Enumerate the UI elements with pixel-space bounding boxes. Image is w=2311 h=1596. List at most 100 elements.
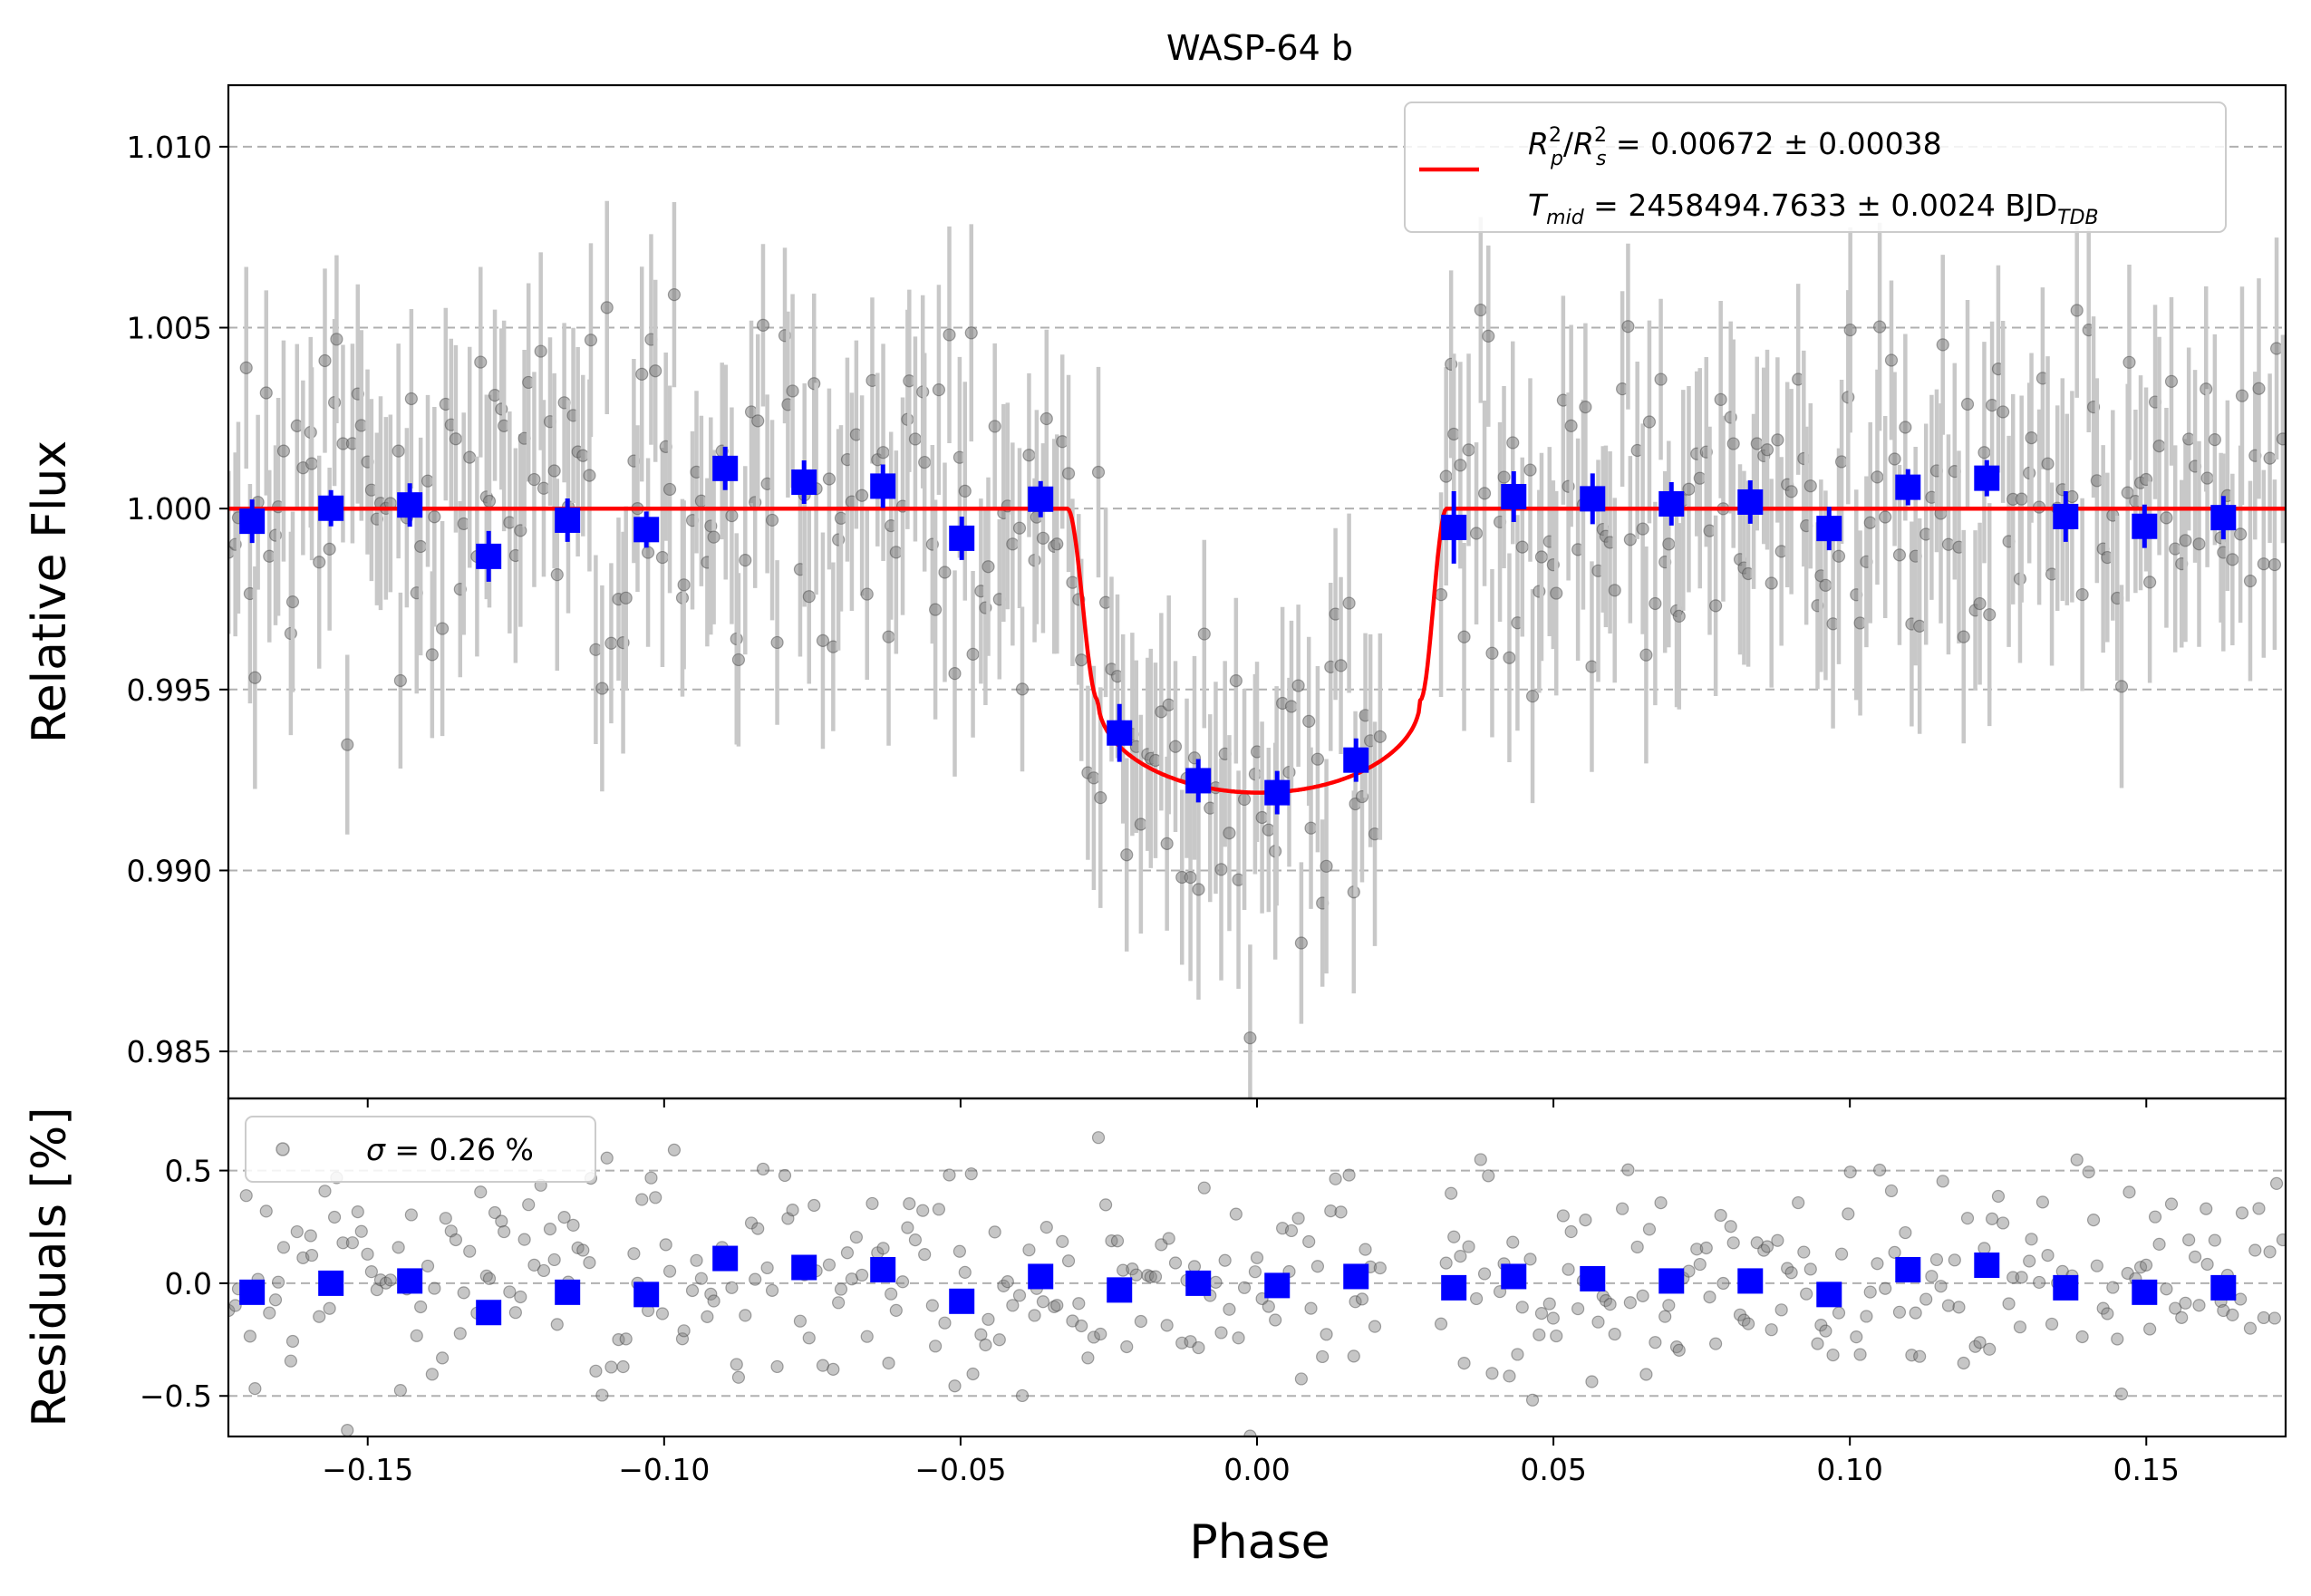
binned-residual-point — [1501, 1263, 1527, 1290]
residual-point — [1485, 1367, 1499, 1380]
raw-point — [2122, 355, 2136, 369]
raw-point — [1888, 452, 1901, 466]
residual-point — [503, 1285, 517, 1299]
residual-point — [296, 1251, 310, 1264]
residual-point — [756, 1162, 770, 1176]
residual-point — [228, 1299, 242, 1312]
residual-point — [1511, 1348, 1524, 1361]
residual-point — [550, 1318, 564, 1331]
residual-point — [1832, 1306, 1846, 1320]
raw-point — [641, 546, 655, 559]
light-curve-yticks: 0.985 0.990 0.995 1.000 1.005 1.010 — [127, 130, 228, 1069]
residual-point — [379, 1276, 392, 1290]
residual-point — [1826, 1348, 1840, 1362]
residual-point — [2114, 1388, 2129, 1401]
light-curve-raw-points — [228, 200, 2286, 1098]
raw-point — [1342, 596, 1356, 610]
residual-point — [1120, 1340, 1134, 1354]
residual-point — [2096, 1301, 2110, 1315]
residual-point — [901, 1221, 914, 1234]
raw-point — [2276, 432, 2286, 446]
xtick-label: 0.00 — [1223, 1452, 1290, 1487]
residual-point — [583, 1256, 596, 1270]
binned-point — [1580, 486, 1606, 512]
raw-point — [2164, 374, 2179, 388]
raw-point — [2090, 474, 2103, 488]
residual-point — [1811, 1337, 1824, 1350]
residual-point — [284, 1354, 297, 1368]
ytick-label: −0.5 — [140, 1378, 212, 1414]
residual-point — [1223, 1302, 1236, 1316]
residual-point — [2086, 1214, 2101, 1227]
residual-point — [1579, 1214, 1592, 1227]
residual-point — [964, 1167, 978, 1181]
residual-point — [392, 1241, 405, 1254]
residual-point — [1447, 1230, 1461, 1243]
raw-point — [1497, 470, 1511, 484]
residual-point — [547, 1253, 561, 1267]
raw-point — [239, 361, 253, 374]
binned-point — [555, 507, 581, 533]
residual-point — [1134, 1314, 1147, 1329]
raw-point — [1636, 522, 1649, 536]
residual-point — [2082, 1166, 2095, 1179]
raw-point — [1091, 465, 1106, 479]
raw-point — [1036, 531, 1050, 545]
residual-point — [1797, 1245, 1811, 1259]
raw-point — [584, 334, 598, 347]
raw-point — [2015, 492, 2028, 506]
raw-point — [1294, 936, 1308, 950]
raw-point — [1863, 516, 1877, 529]
residual-point — [659, 1238, 672, 1252]
residual-point — [383, 1273, 397, 1287]
raw-point — [2263, 451, 2277, 465]
residual-point — [1860, 1310, 1873, 1323]
residual-point — [704, 1287, 718, 1301]
residual-point — [1863, 1285, 1877, 1299]
residual-point — [1658, 1310, 1672, 1323]
residual-point — [576, 1243, 590, 1257]
residual-point — [1819, 1324, 1832, 1338]
residual-point — [649, 1191, 662, 1204]
raw-point — [1709, 599, 1723, 613]
residual-point — [1457, 1356, 1471, 1370]
raw-point — [860, 587, 874, 601]
binned-point — [397, 492, 423, 518]
raw-point — [856, 488, 869, 502]
residual-point — [1669, 1340, 1684, 1354]
binned-residual-point — [1441, 1274, 1467, 1301]
raw-point — [2025, 431, 2038, 445]
residual-point — [1941, 1299, 1956, 1312]
residual-point — [1284, 1224, 1299, 1238]
residual-point — [730, 1358, 743, 1371]
binned-residual-point — [633, 1282, 660, 1308]
residual-point — [781, 1212, 795, 1225]
raw-point — [1061, 467, 1076, 480]
residual-point — [744, 1216, 759, 1230]
residual-point — [1803, 1262, 1817, 1276]
raw-point — [1302, 714, 1316, 728]
residual-point — [2133, 1261, 2148, 1274]
raw-point — [739, 554, 752, 567]
residual-point — [1094, 1327, 1107, 1341]
raw-point — [1056, 435, 1069, 449]
raw-point — [2269, 342, 2284, 355]
binned-point — [1028, 486, 1054, 512]
residual-point — [1853, 1348, 1867, 1361]
raw-point — [1160, 837, 1174, 850]
residual-point — [849, 1230, 863, 1244]
binned-residual-point — [1185, 1270, 1212, 1296]
residual-point — [616, 1359, 630, 1374]
residual-point — [1546, 1311, 1560, 1325]
residual-point — [1294, 1372, 1308, 1386]
xtick-label: 0.15 — [2113, 1452, 2180, 1487]
residual-point — [1036, 1295, 1050, 1309]
residual-point — [1482, 1169, 1495, 1183]
raw-point — [1760, 443, 1774, 457]
raw-point — [1714, 392, 1727, 406]
light-curve-binned-points — [239, 446, 2237, 815]
residual-point — [243, 1330, 257, 1343]
residuals-xticks: −0.15 −0.10 −0.05 0.00 0.05 0.10 0.15 — [322, 1436, 2180, 1487]
residual-point — [414, 1300, 428, 1314]
raw-point — [534, 344, 547, 358]
